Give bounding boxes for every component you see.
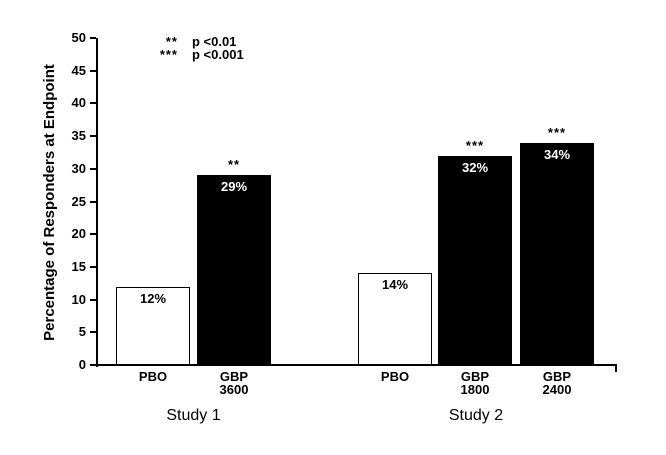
dose-label: 2400 (542, 382, 572, 397)
legend-symbol: ** (165, 34, 178, 49)
legend-row: *** p <0.001 (148, 48, 244, 61)
y-tick (90, 102, 96, 104)
bar-value-label: 12% (139, 291, 167, 306)
bar-value-label: 29% (220, 179, 248, 194)
y-tick (90, 135, 96, 137)
y-axis-title-text: Percentage of Responders at Endpoint (40, 63, 58, 341)
bar (358, 273, 432, 365)
y-tick-label: 0 (78, 357, 86, 372)
bar (438, 156, 512, 365)
bar-value-label: 34% (543, 147, 571, 162)
significance-marker: ** (227, 157, 241, 172)
category-label: GBP (219, 369, 249, 384)
legend-row: ** p <0.01 (148, 35, 244, 48)
legend-text: p <0.001 (192, 47, 244, 62)
category-label: PBO (380, 369, 410, 384)
legend-symbol: *** (159, 47, 178, 62)
category-label: PBO (138, 369, 168, 384)
significance-marker: *** (547, 125, 567, 140)
y-tick-label: 25 (71, 194, 86, 209)
y-tick-label: 20 (71, 226, 86, 241)
group-label: Study 2 (448, 407, 504, 424)
significance-legend: ** p <0.01 *** p <0.001 (148, 35, 244, 61)
dose-label: 3600 (219, 382, 249, 397)
x-axis-end-tick (615, 366, 617, 372)
significance-marker: *** (465, 138, 485, 153)
dose-label: 1800 (460, 382, 490, 397)
y-axis-line (96, 38, 98, 367)
bar (197, 175, 271, 365)
x-axis-line (96, 364, 617, 366)
y-tick (90, 201, 96, 203)
y-tick (90, 70, 96, 72)
y-tick-label: 10 (71, 292, 86, 307)
bar (520, 143, 594, 365)
y-tick-label: 15 (71, 259, 86, 274)
bar-value-label: 32% (461, 160, 489, 175)
y-tick-label: 30 (71, 161, 86, 176)
y-tick-label: 35 (71, 128, 86, 143)
bar (116, 287, 190, 365)
y-tick (90, 266, 96, 268)
bar-value-label: 14% (381, 277, 409, 292)
y-tick-label: 45 (71, 63, 86, 78)
group-label: Study 1 (166, 407, 221, 424)
legend-text: p <0.01 (192, 34, 237, 49)
y-tick (90, 331, 96, 333)
y-tick (90, 168, 96, 170)
y-tick (90, 37, 96, 39)
y-tick (90, 233, 96, 235)
y-tick (90, 299, 96, 301)
y-tick-label: 5 (78, 324, 86, 339)
category-label: GBP (460, 369, 490, 384)
y-tick (90, 364, 96, 366)
y-tick-label: 40 (71, 95, 86, 110)
category-label: GBP (542, 369, 572, 384)
y-tick-label: 50 (71, 30, 86, 45)
